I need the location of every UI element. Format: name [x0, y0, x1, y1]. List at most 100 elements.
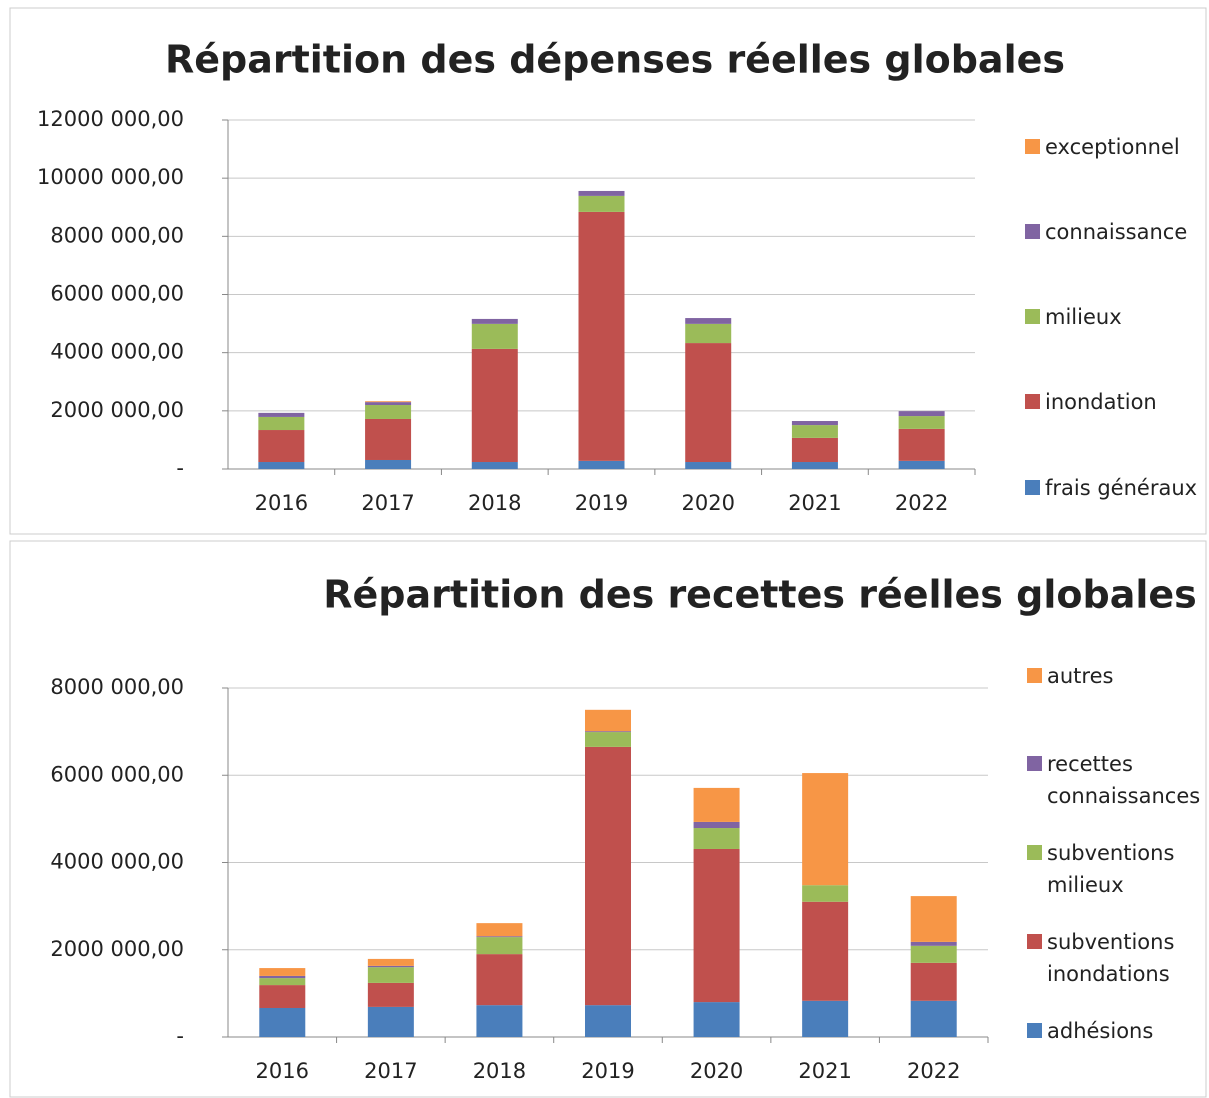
- legend-swatch: [1027, 668, 1042, 683]
- bar-segment: [693, 787, 740, 822]
- bar-segment: [578, 195, 625, 212]
- x-tick-label: 2017: [361, 491, 414, 515]
- bar-segment: [367, 1006, 414, 1037]
- legend-item: frais généraux: [1025, 472, 1209, 504]
- bar-segment: [910, 945, 957, 963]
- x-tick-label: 2017: [364, 1059, 417, 1083]
- bar-segment: [578, 211, 625, 461]
- legend-label: connaissance: [1045, 220, 1188, 244]
- bar-segment: [578, 190, 625, 196]
- bar-segment: [471, 318, 518, 324]
- x-tick-label: 2018: [473, 1059, 526, 1083]
- bar-segment: [585, 709, 631, 732]
- bar-segment: [258, 462, 305, 469]
- x-tick-label: 2020: [681, 491, 734, 515]
- x-tick-label: 2016: [255, 491, 308, 515]
- bar-segment: [791, 437, 838, 463]
- bar-segment: [685, 462, 732, 469]
- legend-label: frais généraux: [1045, 476, 1198, 500]
- y-tick-label: -: [176, 456, 184, 480]
- chart-frame: [9, 540, 1207, 1098]
- bar-segment: [365, 418, 412, 460]
- bar-segment: [791, 462, 838, 469]
- legend-swatch: [1025, 394, 1040, 409]
- legend-item: inondation: [1025, 386, 1209, 418]
- legend-item: milieux: [1025, 301, 1209, 333]
- y-tick-label: 8000 000,00: [50, 223, 184, 247]
- bar-segment: [693, 828, 740, 849]
- y-tick-label: 2000 000,00: [50, 398, 184, 422]
- bar-segment: [585, 732, 631, 747]
- bar-segment: [365, 401, 412, 403]
- bar-segment: [471, 348, 518, 463]
- bar-segment: [910, 962, 957, 1001]
- bar-segment: [259, 1007, 306, 1037]
- chart-frame: [9, 7, 1207, 535]
- legend-swatch: [1027, 845, 1042, 860]
- bar-segment: [365, 402, 412, 406]
- bar-segment: [693, 1002, 740, 1037]
- legend-label: milieux: [1045, 305, 1122, 329]
- bar-segment: [367, 965, 414, 968]
- legend-swatch: [1025, 139, 1040, 154]
- bar-segment: [685, 343, 732, 463]
- legend-swatch: [1027, 934, 1042, 949]
- bar-segment: [685, 318, 732, 324]
- bar-segment: [258, 430, 305, 463]
- bar-segment: [910, 896, 957, 942]
- bar-segment: [471, 462, 518, 469]
- x-tick-label: 2020: [690, 1059, 743, 1083]
- bar-segment: [367, 958, 414, 966]
- bar-segment: [802, 885, 849, 902]
- legend-swatch: [1025, 480, 1040, 495]
- bar-segment: [585, 746, 631, 1006]
- legend-swatch: [1027, 756, 1042, 771]
- bar-segment: [476, 936, 523, 938]
- chart-title: Répartition des dépenses réelles globale…: [165, 38, 1065, 82]
- y-tick-label: -: [176, 1024, 184, 1048]
- bar-segment: [585, 731, 631, 733]
- bar-segment: [898, 416, 945, 429]
- x-tick-label: 2019: [581, 1059, 634, 1083]
- bar-segment: [910, 1000, 957, 1037]
- legend-label: recettes connaissances: [1047, 752, 1201, 808]
- bar-segment: [476, 923, 523, 937]
- bar-segment: [791, 425, 838, 438]
- bar-segment: [685, 323, 732, 344]
- y-tick-label: 12000 000,00: [37, 107, 184, 131]
- bar-segment: [476, 937, 523, 955]
- bar-segment: [693, 821, 740, 829]
- legend-label: inondation: [1045, 390, 1157, 414]
- legend-item: adhésions: [1027, 1015, 1209, 1047]
- legend-item: connaissance: [1025, 216, 1209, 248]
- bar-segment: [367, 967, 414, 983]
- bar-segment: [898, 428, 945, 461]
- legend-label: subventions milieux: [1047, 841, 1175, 897]
- y-tick-label: 2000 000,00: [50, 937, 184, 961]
- legend-label: exceptionnel: [1045, 135, 1180, 159]
- bar-segment: [471, 323, 518, 349]
- y-tick-label: 4000 000,00: [50, 850, 184, 874]
- legend-swatch: [1025, 309, 1040, 324]
- bar-segment: [585, 1005, 631, 1037]
- bar-segment: [259, 968, 306, 976]
- legend-item: autres: [1027, 660, 1209, 692]
- legend-label: subventions inondations: [1047, 930, 1175, 986]
- bar-segment: [476, 1005, 523, 1037]
- y-tick-label: 8000 000,00: [50, 675, 184, 699]
- x-tick-label: 2022: [907, 1059, 960, 1083]
- legend-item: exceptionnel: [1025, 131, 1209, 163]
- legend-swatch: [1027, 1023, 1042, 1038]
- y-tick-label: 6000 000,00: [50, 282, 184, 306]
- bar-segment: [367, 982, 414, 1007]
- bar-segment: [791, 421, 838, 426]
- legend-item: subventions milieux: [1027, 837, 1209, 901]
- bar-segment: [365, 459, 412, 469]
- y-tick-label: 4000 000,00: [50, 340, 184, 364]
- bar-segment: [476, 954, 523, 1006]
- legend-swatch: [1025, 224, 1040, 239]
- bar-segment: [258, 412, 305, 417]
- bar-segment: [259, 975, 306, 979]
- bar-segment: [802, 901, 849, 1001]
